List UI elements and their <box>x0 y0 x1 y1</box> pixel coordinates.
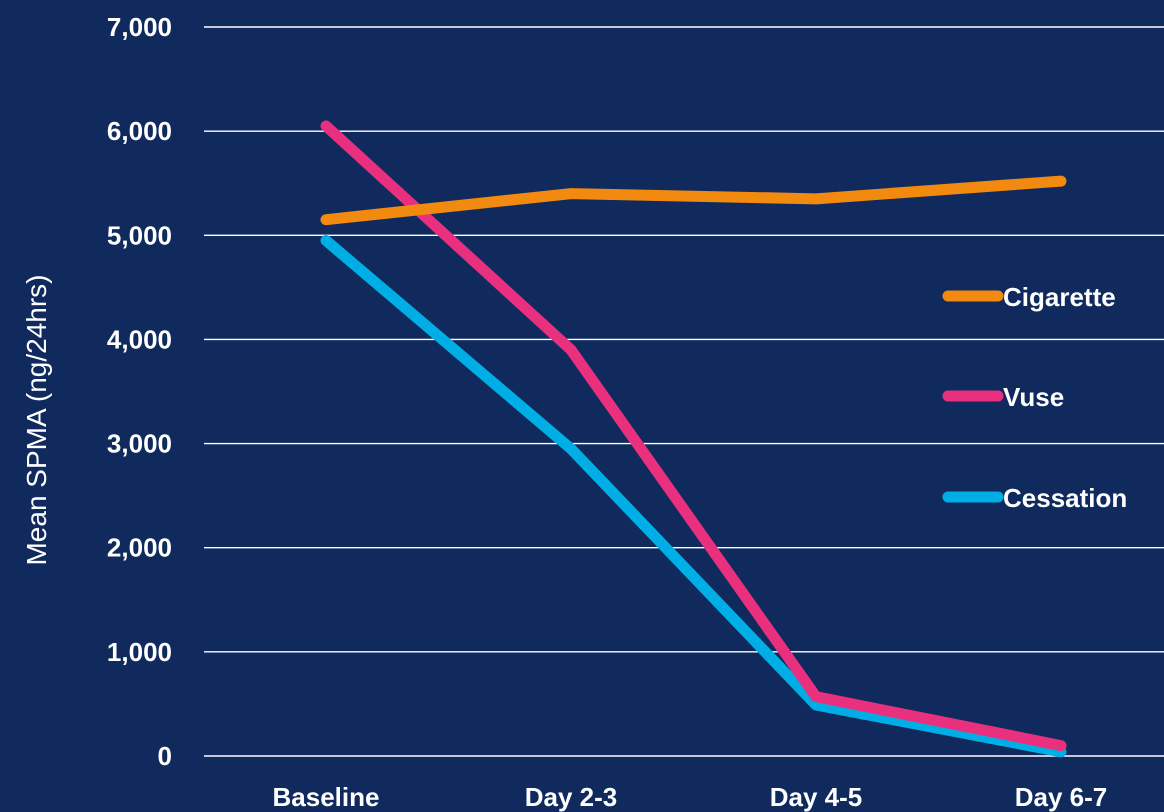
y-axis-label: Mean SPMA (ng/24hrs) <box>21 274 52 565</box>
x-tick-label: Baseline <box>273 782 380 812</box>
y-tick-label: 2,000 <box>107 533 172 563</box>
legend-label-vuse: Vuse <box>1003 382 1064 412</box>
y-axis-ticks: 0 1,000 2,000 3,000 4,000 5,000 6,000 7,000 <box>107 12 172 771</box>
y-tick-label: 0 <box>158 741 172 771</box>
series-line-vuse <box>320 120 1067 752</box>
legend-label-cigarette: Cigarette <box>1003 282 1116 312</box>
y-tick-label: 6,000 <box>107 116 172 146</box>
y-tick-label: 4,000 <box>107 324 172 354</box>
x-tick-label: Day 2-3 <box>525 782 618 812</box>
legend-label-cessation: Cessation <box>1003 483 1127 513</box>
x-axis-ticks: Baseline Day 2-3 Day 4-5 Day 6-7 <box>273 782 1108 812</box>
y-tick-label: 1,000 <box>107 637 172 667</box>
x-tick-label: Day 6-7 <box>1015 782 1108 812</box>
series-line-cigarette <box>320 175 1067 226</box>
y-tick-label: 3,000 <box>107 429 172 459</box>
legend: Cigarette Vuse Cessation <box>942 282 1127 513</box>
x-tick-label: Day 4-5 <box>770 782 863 812</box>
series-line-cessation <box>320 234 1067 758</box>
series-lines <box>320 120 1067 758</box>
gridlines <box>204 26 1164 757</box>
y-tick-label: 5,000 <box>107 220 172 250</box>
y-tick-label: 7,000 <box>107 12 172 42</box>
